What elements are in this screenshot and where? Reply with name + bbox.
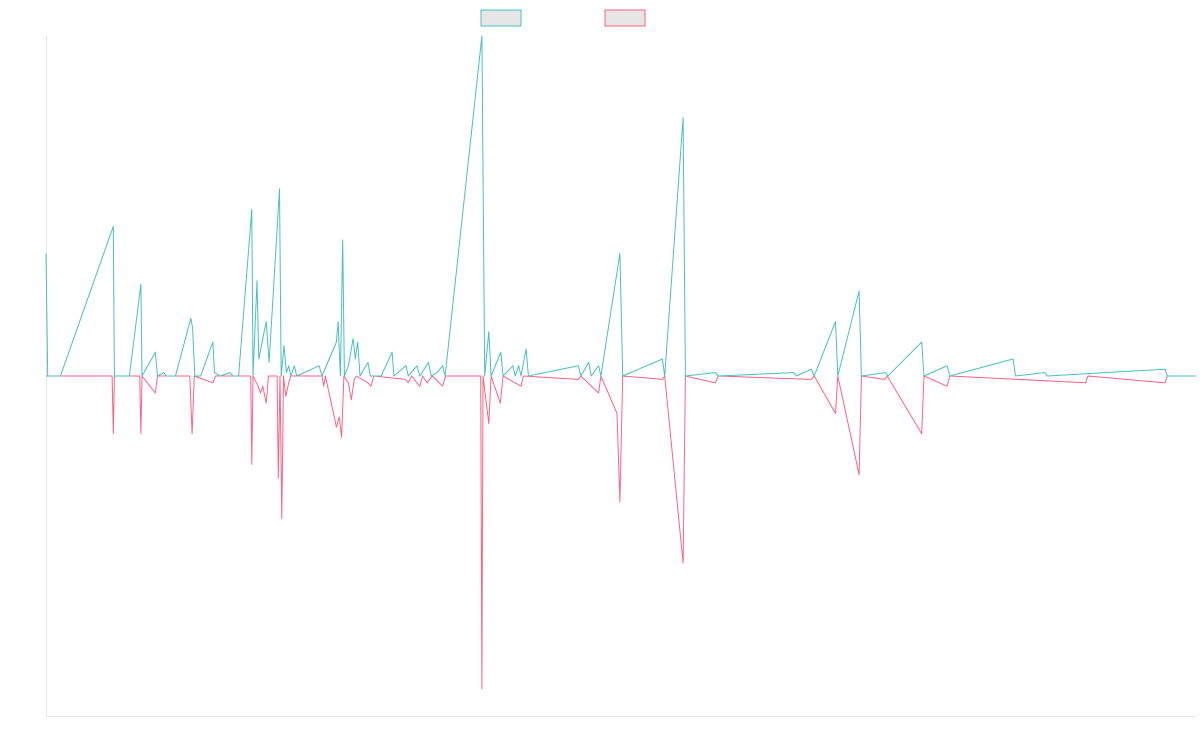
series-layer (45, 35, 1196, 690)
series-line-b (46, 375, 1196, 690)
legend (480, 9, 646, 27)
legend-swatch-series-a[interactable] (480, 9, 522, 27)
series-line-a (45, 35, 1196, 377)
legend-swatch-series-b[interactable] (604, 9, 646, 27)
